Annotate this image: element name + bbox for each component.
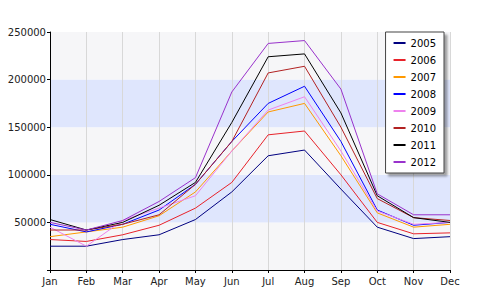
svg-text:Jan: Jan <box>41 276 57 287</box>
svg-text:2006: 2006 <box>411 55 436 66</box>
svg-text:Oct: Oct <box>369 276 386 287</box>
svg-text:Apr: Apr <box>150 276 168 287</box>
svg-text:50000: 50000 <box>14 217 46 228</box>
svg-text:100000: 100000 <box>8 169 46 180</box>
svg-text:Jun: Jun <box>223 276 240 287</box>
svg-text:2010: 2010 <box>411 123 436 134</box>
svg-text:2008: 2008 <box>411 89 436 100</box>
svg-text:Sep: Sep <box>331 276 350 287</box>
svg-text:Aug: Aug <box>295 276 315 287</box>
svg-text:250000: 250000 <box>8 27 46 38</box>
svg-text:2012: 2012 <box>411 157 436 168</box>
svg-text:Dec: Dec <box>440 276 459 287</box>
svg-text:2011: 2011 <box>411 140 436 151</box>
svg-text:2005: 2005 <box>411 38 436 49</box>
svg-text:150000: 150000 <box>8 122 46 133</box>
svg-text:2009: 2009 <box>411 106 436 117</box>
svg-text:200000: 200000 <box>8 74 46 85</box>
svg-text:Nov: Nov <box>404 276 424 287</box>
svg-text:Jul: Jul <box>261 276 274 287</box>
svg-text:Mar: Mar <box>113 276 133 287</box>
svg-text:2007: 2007 <box>411 72 436 83</box>
svg-text:Feb: Feb <box>78 276 96 287</box>
svg-text:May: May <box>185 276 206 287</box>
